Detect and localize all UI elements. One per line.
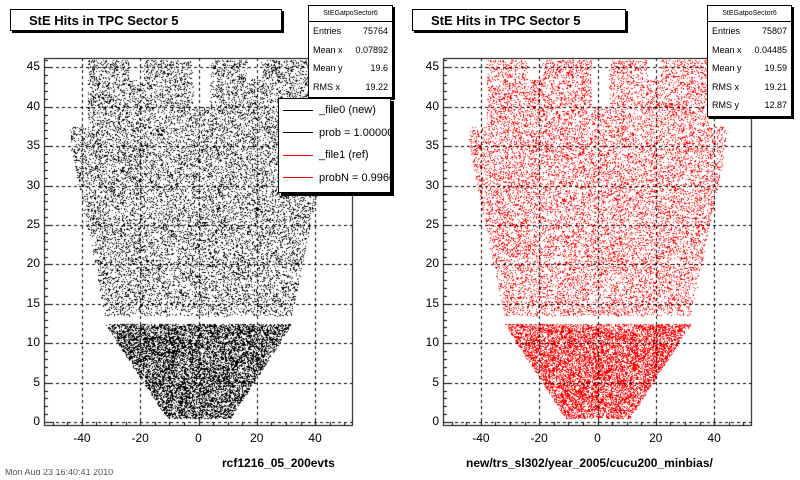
x-tick-label: 0 [594,431,601,445]
y-tick-label: 40 [425,98,439,113]
stats-row: RMS x 19.21 [712,81,787,92]
y-tick-label: 35 [425,138,439,153]
x-tick-label: -20 [530,431,548,445]
panel-2-x-axis-title: new/trs_sl302/year_2005/cucu200_minbias/ [466,456,713,470]
y-tick-label: 30 [26,177,40,192]
legend-swatch [283,177,313,179]
y-tick-label: 45 [26,59,40,74]
stats-row: RMS y 12.87 [712,100,787,110]
y-tick-label: 0 [33,414,40,429]
timestamp-footer: Mon Aug 23 16:40:41 2010 [5,469,114,475]
x-tick-label: -40 [472,431,490,445]
y-tick-label: 45 [425,59,439,74]
y-tick-label: 25 [425,217,439,232]
panel-1-stats-box: StEGatpoSector6 Entries 75764 Mean x 0.078… [308,5,393,98]
y-tick-label: 30 [425,177,439,192]
stats-row: Entries 75764 [313,26,388,36]
y-tick-label: 5 [33,374,40,389]
y-tick-label: 20 [425,256,439,271]
stats-row: Mean y 19.6 [313,63,388,73]
x-tick-label: 0 [195,431,202,445]
panel-2-title: StE Hits in TPC Sector 5 [412,9,626,31]
x-tick-label: 40 [707,431,721,445]
y-tick-label: 15 [425,295,439,310]
legend-swatch [283,132,313,134]
y-tick-label: 0 [432,414,439,429]
y-tick-label: 25 [26,217,40,232]
legend-entry: prob = 1.000000 [279,122,390,145]
stats-row: Entries 75807 [712,26,787,36]
y-tick-label: 15 [26,295,40,310]
y-tick-label: 20 [26,256,40,271]
panel-2-stats-box: StEGatpoSector6 Entries 75807 Mean x 0.044… [707,5,792,117]
stats-row: Mean x 0.07892 [313,44,388,55]
legend-entry: probN = 0.99601 [279,167,390,190]
legend-entry: _file1 (ref) [279,144,390,167]
x-tick-label: 20 [250,431,264,445]
x-tick-label: 20 [649,431,663,445]
stats-name: StEGatpoSector6 [708,6,791,22]
panel-1-x-axis-title: rcf1216_05_200evts [222,456,335,470]
stats-name: StEGatpoSector6 [309,6,392,22]
stats-row: Mean y 19.59 [712,63,787,73]
legend-swatch [283,109,313,111]
x-tick-label: -40 [73,431,91,445]
panel-1-legend: _file0 (new) prob = 1.000000 _file1 (ref… [278,98,391,193]
y-tick-label: 10 [26,335,40,350]
stats-row: RMS x 19.22 [313,81,388,92]
x-tick-label: -20 [131,431,149,445]
panel-1-title: StE Hits in TPC Sector 5 [10,9,282,31]
y-tick-label: 5 [432,374,439,389]
y-tick-label: 35 [26,138,40,153]
legend-swatch [283,154,313,156]
x-tick-label: 40 [308,431,322,445]
y-tick-label: 40 [26,98,40,113]
stats-row: Mean x 0.04485 [712,44,787,55]
legend-entry: _file0 (new) [279,99,390,122]
y-tick-label: 10 [425,335,439,350]
